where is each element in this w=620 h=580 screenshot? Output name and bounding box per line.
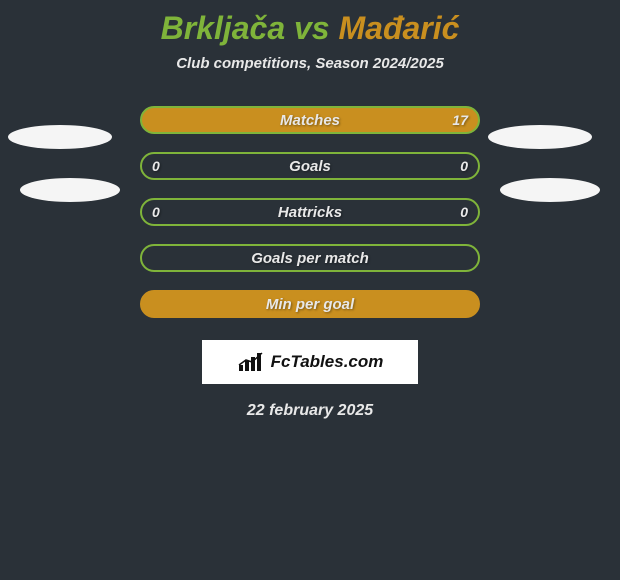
- stat-row: Matches 17: [140, 106, 480, 134]
- stat-label: Matches: [280, 112, 340, 129]
- title-left: Brkljača: [161, 10, 286, 46]
- date-text: 22 february 2025: [0, 402, 620, 420]
- stat-label: Hattricks: [278, 204, 342, 221]
- title-vs: vs: [285, 10, 338, 46]
- avatar: [500, 178, 600, 202]
- brand-text: FcTables.com: [271, 352, 384, 372]
- avatar: [488, 125, 592, 149]
- brand-badge: FcTables.com: [202, 340, 418, 384]
- stat-row: Goals per match: [140, 244, 480, 272]
- stat-row: Min per goal: [140, 290, 480, 318]
- stat-value-right: 17: [452, 112, 468, 128]
- brand-chart-icon: [237, 351, 265, 373]
- subtitle: Club competitions, Season 2024/2025: [0, 55, 620, 72]
- title-right: Mađarić: [338, 10, 459, 46]
- stat-value-right: 0: [460, 158, 468, 174]
- stat-value-left: 0: [152, 204, 160, 220]
- stat-label: Goals: [289, 158, 331, 175]
- stat-label: Goals per match: [251, 250, 369, 267]
- page-title: Brkljača vs Mađarić: [0, 0, 620, 47]
- avatar: [8, 125, 112, 149]
- stat-label: Min per goal: [266, 296, 354, 313]
- stat-row: 0 Goals 0: [140, 152, 480, 180]
- stat-value-right: 0: [460, 204, 468, 220]
- stat-row: 0 Hattricks 0: [140, 198, 480, 226]
- stat-value-left: 0: [152, 158, 160, 174]
- avatar: [20, 178, 120, 202]
